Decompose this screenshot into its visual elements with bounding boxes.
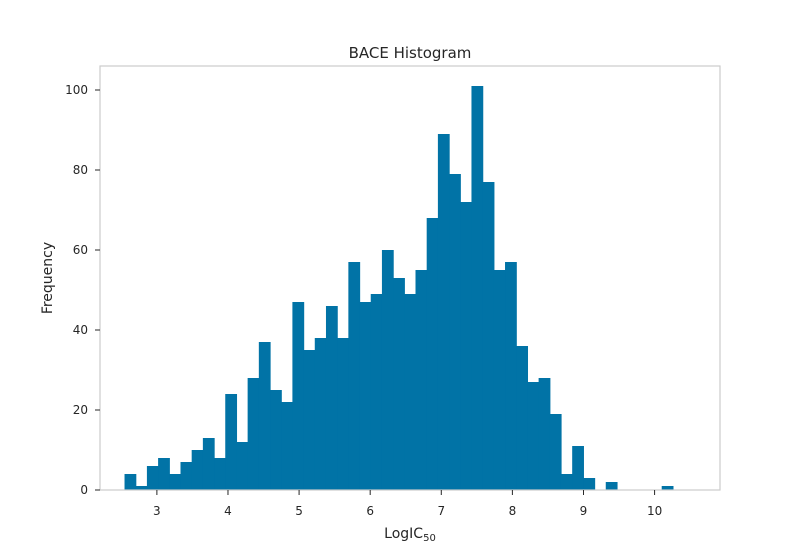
histogram-bar: [482, 182, 495, 490]
chart-title: BACE Histogram: [349, 44, 472, 62]
histogram-bar: [572, 446, 584, 490]
y-tick-label: 100: [65, 83, 88, 97]
histogram-bar: [426, 218, 439, 490]
histogram-bar: [460, 202, 473, 490]
x-tick-label: 7: [437, 504, 445, 518]
histogram-bar: [135, 486, 148, 490]
y-tick-label: 20: [73, 403, 88, 417]
histogram-bar: [538, 378, 551, 490]
histogram-bar: [202, 438, 215, 490]
axes-frame: [99, 65, 721, 491]
y-tick-label: 0: [80, 483, 88, 497]
histogram-bar: [180, 462, 193, 490]
histogram-bar: [359, 302, 372, 490]
histogram-bar: [381, 250, 394, 490]
histogram-bar: [236, 442, 249, 490]
x-tick-label: 10: [647, 504, 662, 518]
histogram-bar: [214, 458, 226, 490]
x-tick-label: 4: [224, 504, 232, 518]
x-tick-label: 8: [509, 504, 517, 518]
histogram-bar: [661, 486, 674, 490]
histogram-bar: [158, 458, 170, 490]
x-axis-label-main: LogIC: [384, 526, 423, 542]
histogram-bar: [146, 466, 159, 490]
y-tick-label: 40: [73, 323, 88, 337]
histogram-bar: [270, 390, 282, 490]
y-tick-label: 80: [73, 163, 88, 177]
histogram-bar: [191, 450, 204, 490]
histogram-bar: [303, 350, 316, 490]
histogram-bar: [124, 474, 137, 490]
histogram-bar: [370, 294, 383, 490]
histogram-bar: [247, 378, 260, 490]
histogram-bar: [281, 402, 293, 490]
x-axis-ticks: 3 4 5 6 7 8 9 10: [153, 490, 662, 518]
histogram-bar: [314, 338, 327, 490]
histogram-bar: [325, 306, 338, 490]
histogram-bar: [560, 474, 573, 490]
histogram-bar: [337, 338, 349, 490]
histogram-bar: [348, 262, 361, 490]
histogram-bar: [471, 86, 484, 490]
histogram-bar: [258, 342, 271, 490]
histogram-bar: [415, 270, 428, 490]
histogram-bar: [549, 414, 562, 490]
histogram-bar: [449, 174, 461, 490]
bars-group: [124, 86, 674, 490]
histogram-bar: [169, 474, 182, 490]
histogram-bar: [516, 346, 529, 490]
x-tick-label: 3: [153, 504, 161, 518]
histogram-bar: [505, 262, 517, 490]
x-tick-label: 6: [366, 504, 374, 518]
x-tick-label: 5: [295, 504, 303, 518]
histogram-bar: [605, 482, 618, 490]
x-axis-label: LogIC50: [384, 526, 436, 544]
histogram-bar: [437, 134, 450, 490]
histogram-bar: [393, 278, 405, 490]
y-axis-ticks: 0 20 40 60 80 100: [65, 83, 100, 497]
y-axis-label: Frequency: [40, 242, 56, 314]
histogram-bar: [583, 478, 596, 490]
histogram-bar: [292, 302, 305, 490]
histogram-bar: [493, 270, 506, 490]
histogram-bar: [404, 294, 417, 490]
x-tick-label: 9: [580, 504, 588, 518]
x-axis-label-subscript: 50: [423, 533, 436, 544]
histogram-bar: [527, 382, 540, 490]
y-tick-label: 60: [73, 243, 88, 257]
histogram-bar: [225, 394, 238, 490]
